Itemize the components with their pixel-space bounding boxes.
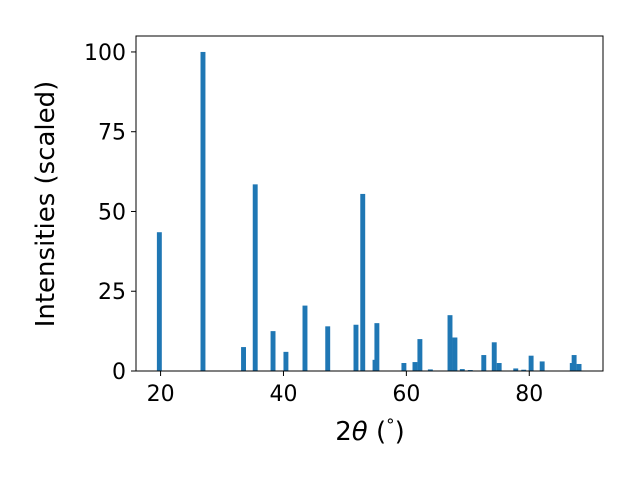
y-tick-label: 100 [84, 41, 126, 66]
x-tick-label: 60 [392, 382, 420, 407]
peak-bar [200, 51, 206, 371]
x-axis-ticks: 20 40 60 80 [147, 371, 543, 407]
peak-bar [302, 305, 308, 371]
peak-bar [491, 342, 497, 371]
peak-bar [427, 369, 433, 371]
y-tick-label: 75 [98, 121, 126, 146]
peak-bar [412, 362, 418, 371]
peak-bar [353, 324, 359, 371]
peak-bar [270, 331, 276, 371]
y-tick-label: 25 [98, 280, 126, 305]
peak-bar [513, 368, 519, 371]
peak-bar [417, 339, 423, 371]
peak-bar [521, 369, 527, 371]
x-tick-label: 40 [269, 382, 297, 407]
x-tick-label: 80 [515, 382, 543, 407]
peak-bar [539, 361, 545, 371]
peak-bar [374, 323, 380, 371]
peak-bar [528, 355, 534, 371]
x-axis-label: 2θ (°) [335, 416, 405, 447]
x-tick-label: 20 [147, 382, 175, 407]
peak-bar [452, 337, 458, 371]
peak-bar [401, 363, 407, 371]
y-axis-label: Intensities (scaled) [31, 81, 61, 328]
peak-bar [459, 369, 465, 371]
peak-bar [360, 193, 366, 371]
peak-bar [496, 363, 502, 371]
peak-bar [252, 184, 258, 371]
y-tick-label: 0 [112, 360, 126, 385]
peak-bars [156, 51, 582, 371]
y-tick-label: 50 [98, 200, 126, 225]
peak-bar [447, 315, 453, 371]
peak-bar [576, 363, 582, 371]
peak-bar [283, 351, 289, 371]
peak-bar [156, 232, 162, 371]
peak-bar [571, 355, 577, 371]
peak-bar [241, 347, 246, 371]
peak-bar [325, 326, 331, 371]
plot-frame [135, 35, 604, 372]
y-axis-ticks: 0 25 50 75 100 [84, 41, 136, 385]
peak-bar [481, 355, 487, 371]
